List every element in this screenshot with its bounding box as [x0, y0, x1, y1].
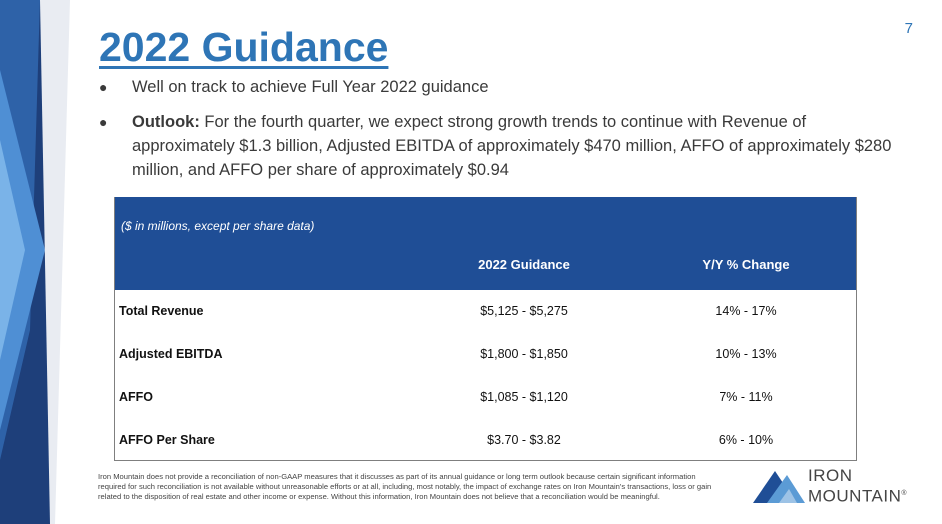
bullet-list: ● Well on track to achieve Full Year 202…: [99, 75, 899, 193]
decorative-side-bar: [0, 0, 72, 524]
change-value: 10% - 13%: [715, 347, 777, 361]
table-row: AFFO Per Share $3.70 - $3.82 6% - 10%: [115, 419, 856, 462]
guidance-value: $1,800 - $1,850: [480, 347, 568, 361]
column-header-guidance: 2022 Guidance: [478, 257, 570, 272]
table-row: Adjusted EBITDA $1,800 - $1,850 10% - 13…: [115, 333, 856, 376]
row-label: Adjusted EBITDA: [119, 347, 223, 361]
bullet-text: Outlook: For the fourth quarter, we expe…: [132, 110, 899, 182]
mountain-logo-icon: [753, 471, 805, 503]
iron-mountain-logo: IRON MOUNTAIN®: [753, 463, 913, 508]
change-value: 6% - 10%: [718, 433, 774, 447]
bullet-item: ● Outlook: For the fourth quarter, we ex…: [99, 110, 899, 182]
guidance-value: $1,085 - $1,120: [480, 390, 568, 404]
page-title: 2022 Guidance: [99, 24, 389, 70]
registered-mark: ®: [901, 490, 908, 497]
guidance-table: ($ in millions, except per share data) 2…: [114, 197, 857, 461]
guidance-value: $3.70 - $3.82: [487, 433, 561, 447]
table-row: AFFO $1,085 - $1,120 7% - 11%: [115, 376, 856, 419]
table-header: ($ in millions, except per share data) 2…: [115, 197, 856, 290]
bullet-text: Well on track to achieve Full Year 2022 …: [132, 78, 489, 96]
logo-line1: IRON: [808, 466, 853, 485]
outlook-label: Outlook:: [132, 113, 200, 131]
row-label: Total Revenue: [119, 304, 204, 318]
row-label: AFFO Per Share: [119, 433, 215, 447]
page-number: 7: [904, 20, 913, 37]
column-header-change: Y/Y % Change: [702, 257, 790, 272]
disclaimer-text: Iron Mountain does not provide a reconci…: [98, 472, 712, 502]
guidance-value: $5,125 - $5,275: [480, 304, 568, 318]
bullet-item: ● Well on track to achieve Full Year 202…: [99, 75, 899, 99]
change-value: 14% - 17%: [715, 304, 777, 318]
logo-line2: MOUNTAIN: [808, 486, 902, 506]
row-label: AFFO: [119, 390, 154, 404]
change-value: 7% - 11%: [719, 390, 773, 404]
bullet-dot-icon: ●: [99, 114, 108, 130]
bullet-dot-icon: ●: [99, 79, 108, 95]
table-note: ($ in millions, except per share data): [121, 219, 315, 233]
table-row: Total Revenue $5,125 - $5,275 14% - 17%: [115, 290, 856, 333]
outlook-text: For the fourth quarter, we expect strong…: [132, 113, 892, 179]
logo-wordmark: IRON MOUNTAIN®: [808, 467, 907, 506]
